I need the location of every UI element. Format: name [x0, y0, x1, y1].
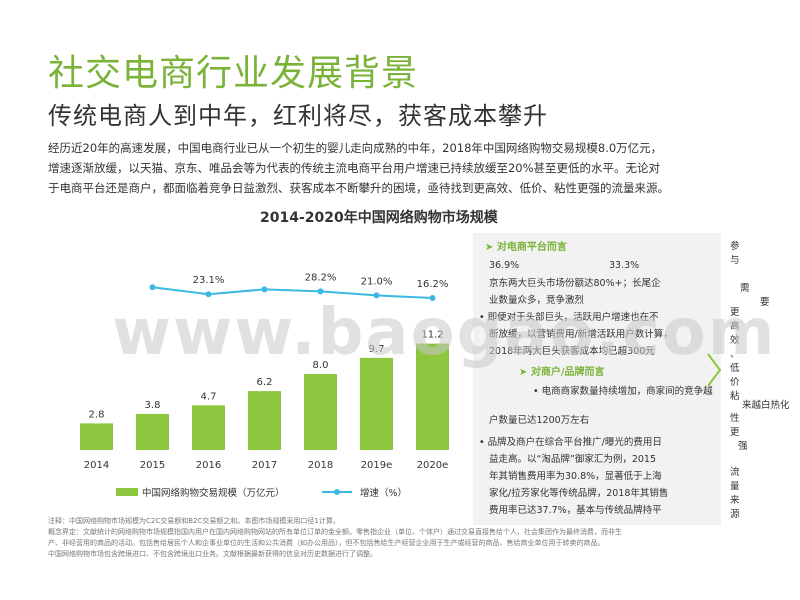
right-text: 粘: [730, 391, 740, 402]
bar: [304, 374, 337, 450]
panel-line: 2018年两大巨头获客成本均已超300元: [489, 346, 655, 357]
x-tick-label: 2016: [196, 460, 221, 471]
legend-line-label: 增速（%）: [360, 487, 407, 499]
bar: [416, 343, 449, 450]
growth-label: 16.2%: [417, 279, 449, 290]
right-text: 来: [730, 495, 740, 506]
right-text: 来越白热化: [742, 400, 790, 411]
right-text: 、: [730, 349, 740, 360]
panel-line: 年其销售费用率为30.8%，显著低于上海: [489, 471, 662, 482]
chevron-right-icon: [707, 353, 722, 387]
right-text: 参: [730, 241, 740, 252]
panel-line: 业数量众多，竞争激烈: [489, 295, 585, 306]
right-text: 源: [730, 509, 740, 520]
page-subtitle: 传统电商人到中年，红利将尽，获客成本攀升: [48, 102, 548, 130]
x-tick-label: 2014: [84, 460, 109, 471]
x-tick-label: 2020e: [417, 460, 449, 471]
chart-title: 2014-2020年中国网络购物市场规模: [260, 210, 498, 226]
legend-bar-swatch: [116, 488, 138, 496]
panel-title-platform: ➤ 对电商平台而言: [485, 242, 567, 253]
x-tick-label: 2017: [252, 460, 277, 471]
right-text: 价: [730, 377, 740, 388]
right-text: 与: [730, 255, 740, 266]
right-text: 流: [730, 467, 740, 478]
panel-line: 断放缓，以营销费用/新增活跃用户数计算，: [489, 329, 673, 340]
bar: [80, 423, 113, 450]
growth-label: 21.0%: [361, 276, 393, 287]
growth-label: 23.1%: [193, 275, 225, 286]
bar-value-label: 3.8: [145, 400, 161, 411]
footnote-line: 产、非经营用的商品的活动。包括售给居民个人和企事业单位的生活和公共消费（如办公用…: [48, 539, 605, 547]
right-text: 更: [730, 427, 740, 438]
bar-value-label: 11.2: [421, 330, 443, 341]
panel-line: 京东两大巨头市场份额达80%+；长尾企: [489, 278, 661, 289]
bar-value-label: 8.0: [313, 360, 329, 371]
x-tick-label: 2018: [308, 460, 333, 471]
right-text: 强: [738, 441, 748, 452]
legend-line-marker: [334, 489, 340, 495]
right-text: 效: [730, 335, 740, 346]
right-text: 性: [730, 413, 740, 424]
intro-line: 于电商平台还是商户，都面临着竞争日益激烈、获客成本不断攀升的困境，亟待找到更高效…: [48, 181, 669, 195]
growth-point: [205, 291, 212, 298]
right-text: 更: [730, 307, 740, 318]
market-size-chart: 2.8 2014 3.8 2015 4.7 2016 6.2 2017 8.0 2018 9.7 20…: [80, 272, 449, 499]
bar: [360, 357, 393, 450]
x-tick-label: 2019e: [361, 460, 393, 471]
right-text: 要: [760, 297, 770, 308]
x-tick-label: 2015: [140, 460, 165, 471]
panel-line: • 电商商家数量持续增加，商家间的竞争越: [533, 386, 713, 397]
growth-point: [373, 292, 380, 299]
bar-value-label: 9.7: [369, 344, 385, 355]
intro-paragraph: 经历近20年的高速发展，中国电商行业已从一个初生的婴儿走向成熟的中年，2018年…: [48, 138, 768, 198]
panel-line: 家化/拉芳家化等传统品牌，2018年其销售: [489, 488, 669, 499]
right-text: 高: [730, 321, 740, 332]
panel-line: • 品牌及商户在综合平台推广/曝光的费用日: [479, 437, 662, 448]
bar: [248, 391, 281, 450]
intro-line: 增速逐渐放缓，以天猫、京东、唯品会等为代表的传统主流电商平台用户增速已持续放缓至…: [48, 161, 661, 175]
right-text: 需: [740, 283, 750, 294]
growth-point: [261, 286, 268, 293]
footnote-line: 注释：中国网络购物市场规模为C2C交易额和B2C交易额之和。本图市场规模采用口径…: [48, 517, 340, 525]
legend-bar-label: 中国网络购物交易规模（万亿元）: [142, 487, 285, 499]
growth-label: 28.2%: [305, 272, 337, 283]
growth-point: [149, 284, 156, 291]
panel-line: 户数量已达1200万左右: [489, 415, 590, 426]
right-text: 量: [730, 481, 740, 492]
insight-panel: ➤ 对电商平台而言 36.9% 33.3% 京东两大巨头市场份额达80%+；长尾…: [473, 233, 721, 525]
bar-value-label: 6.2: [257, 377, 273, 388]
panel-line: 费用率已达37.7%，基本与传统品牌持平: [489, 505, 662, 516]
footnotes: 注释：中国网络购物市场规模为C2C交易额和B2C交易额之和。本图市场规模采用口径…: [48, 516, 768, 560]
page-title: 社交电商行业发展背景: [48, 53, 419, 94]
panel-line: 益走高。以“淘品牌”御家汇为例，2015: [489, 454, 657, 465]
footnote-line: 概念界定：文献统计的网络购物市场规模指国内用户在国内网络购物网站的所有单位订单的…: [48, 528, 622, 536]
footnote-line: 中国网络购物市场包含跨境进口、不包含跨境出口业务。文献根据最新获得的信息对历史数…: [48, 550, 377, 558]
bar-value-label: 4.7: [201, 391, 217, 402]
panel-value: 33.3%: [609, 260, 640, 271]
growth-point: [317, 288, 324, 295]
bar-value-label: 2.8: [89, 409, 105, 420]
intro-line: 经历近20年的高速发展，中国电商行业已从一个初生的婴儿走向成熟的中年，2018年…: [48, 141, 663, 155]
panel-value: 36.9%: [489, 260, 520, 271]
bar: [136, 413, 169, 450]
growth-line: [152, 286, 433, 299]
panel-line: • 即便对于头部巨头，活跃用户增速也在不: [479, 312, 659, 323]
panel-title-merchant: ➤ 对商户/品牌而言: [519, 367, 605, 378]
growth-point: [429, 295, 436, 301]
right-text: 低: [730, 363, 740, 374]
bar: [192, 405, 225, 450]
